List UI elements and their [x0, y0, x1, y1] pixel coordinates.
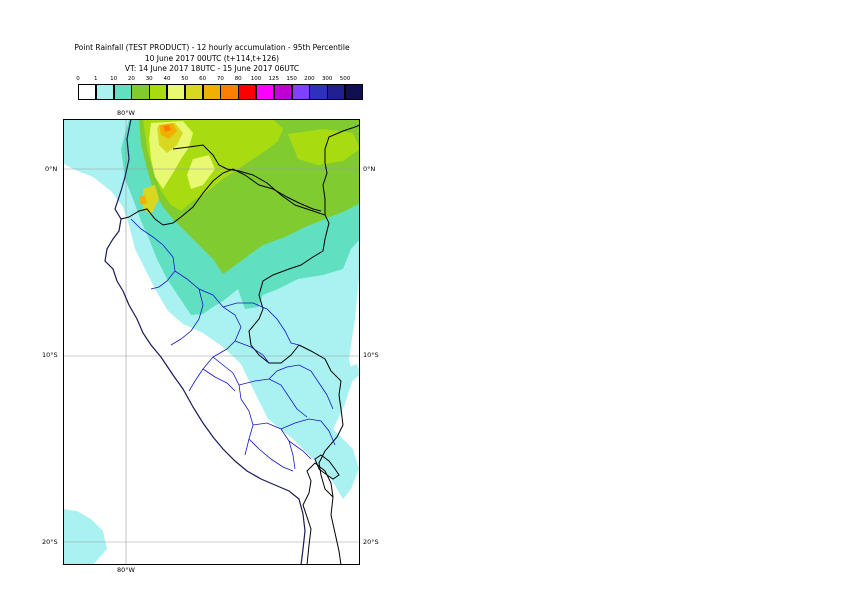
legend-color-swatch: [309, 84, 328, 100]
legend-threshold-label: 30: [145, 76, 153, 82]
legend-threshold-label: 150: [286, 76, 297, 82]
lat-label-eq-left: 0°N: [45, 165, 58, 173]
legend-threshold-label: 70: [216, 76, 224, 82]
legend-color-swatch: [256, 84, 275, 100]
rain-area-50-60-b: [143, 185, 159, 215]
chart-title: Point Rainfall (TEST PRODUCT) - 12 hourl…: [74, 43, 350, 52]
legend-color-swatch: [149, 84, 168, 100]
rainfall-map: [63, 119, 360, 565]
legend-threshold-label: 60: [199, 76, 207, 82]
legend-color-swatch: [327, 84, 346, 100]
rain-area-60-70-b: [139, 195, 147, 205]
legend-threshold-label: 1: [94, 76, 98, 82]
legend-color-swatch: [345, 84, 364, 100]
border-ecuador-peru: [120, 168, 322, 226]
department-boundaries: [130, 218, 336, 472]
legend-color-swatch: [113, 84, 132, 100]
forecast-run-time: 10 June 2017 00UTC (t+114,t+126): [144, 54, 280, 63]
legend-color-swatch: [291, 84, 310, 100]
border-chile-bolivia: [330, 496, 342, 565]
legend-threshold-label: 300: [321, 76, 333, 82]
rain-area-40-50-b: [187, 155, 215, 189]
coastline: [104, 119, 306, 565]
rain-area-70-80: [163, 125, 171, 132]
legend-color-swatch: [95, 84, 115, 100]
validity-time: VT: 14 June 2017 18UTC - 15 June 2017 06…: [124, 64, 300, 73]
lake-titicaca: [314, 454, 340, 480]
lat-label-10s-right: 10°S: [363, 351, 379, 359]
lat-label-20s-right: 20°S: [363, 538, 379, 546]
rain-area-30-40-east: [288, 129, 360, 165]
legend-color-swatch: [238, 84, 257, 100]
lat-label-20s-left: 20°S: [42, 538, 58, 546]
legend-threshold-label: 40: [163, 76, 171, 82]
legend-color-swatch: [78, 84, 97, 100]
legend-threshold-label: 200: [304, 76, 315, 82]
lon-label-top: 80°W: [117, 109, 135, 117]
lat-label-10s-left: 10°S: [42, 351, 58, 359]
legend-threshold-label: 0: [76, 76, 80, 82]
legend-color-swatch: [131, 84, 150, 100]
legend-color-swatch: [184, 84, 204, 100]
legend-threshold-label: 10: [110, 76, 118, 82]
legend-threshold-label: 20: [127, 76, 135, 82]
legend-color-swatch: [220, 84, 239, 100]
legend-threshold-label: 50: [181, 76, 189, 82]
rain-patch-sw: [63, 509, 107, 565]
legend-threshold-label: 125: [268, 76, 280, 82]
border-colombia-peru: [172, 144, 330, 364]
border-peru-brazil: [298, 344, 344, 498]
legend-color-swatch: [273, 84, 293, 100]
legend-color-swatch: [167, 84, 186, 100]
legend-threshold-label: 80: [234, 76, 242, 82]
rain-patch-se: [345, 364, 360, 381]
legend-color-swatch: [202, 84, 221, 100]
legend-threshold-label: 100: [250, 76, 262, 82]
lon-label-bottom: 80°W: [117, 566, 135, 574]
border-colombia-brazil: [322, 124, 360, 215]
legend-threshold-label: 500: [339, 76, 351, 82]
lat-label-eq-right: 0°N: [363, 165, 376, 173]
border-peru-bolivia: [302, 462, 334, 565]
